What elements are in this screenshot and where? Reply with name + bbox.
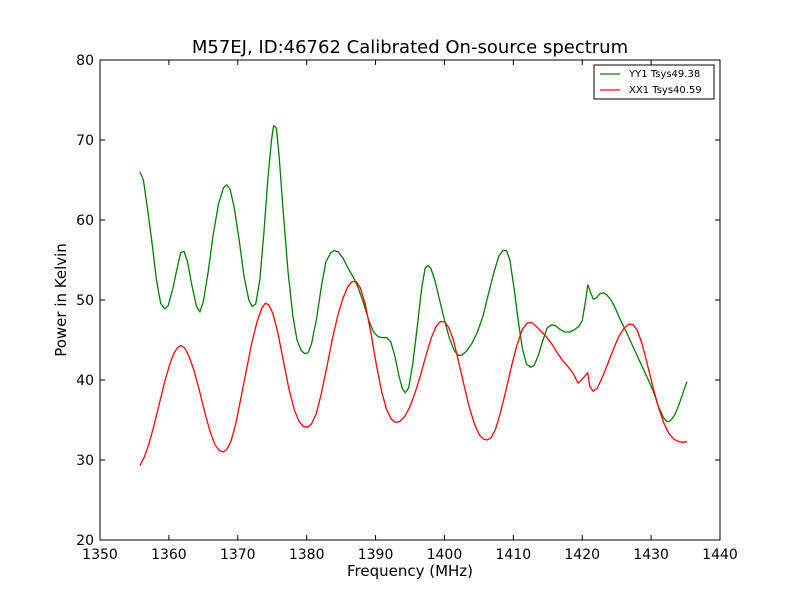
y-tick-label: 40 [76, 373, 94, 389]
series-line-yy1 [139, 124, 688, 423]
y-axis-label: Power in Kelvin [52, 243, 70, 357]
legend-label-yy1: YY1 Tsys49.38 [628, 69, 700, 80]
legend: YY1 Tsys49.38 XX1 Tsys40.59 [593, 64, 715, 100]
chart-title: M57EJ, ID:46762 Calibrated On-source spe… [192, 37, 628, 58]
series-layer [139, 124, 688, 466]
y-tick-label: 50 [76, 293, 94, 309]
x-axis-ticks: 1350 1360 1370 1380 1390 1400 1410 1420 1430 1440 [82, 60, 738, 563]
x-tick-label: 1410 [496, 547, 532, 563]
legend-box [593, 64, 715, 100]
x-tick-label: 1370 [220, 547, 256, 563]
y-tick-label: 60 [76, 213, 94, 229]
y-tick-label: 20 [76, 533, 94, 549]
x-tick-label: 1380 [289, 547, 325, 563]
x-tick-label: 1430 [633, 547, 669, 563]
plot-area [99, 59, 721, 541]
series-line-xx1 [139, 280, 688, 466]
y-axis-ticks: 20 30 40 50 60 70 80 [76, 53, 720, 549]
x-tick-label: 1420 [564, 547, 600, 563]
x-tick-label: 1360 [151, 547, 187, 563]
x-tick-label: 1440 [702, 547, 738, 563]
x-tick-label: 1390 [358, 547, 394, 563]
y-tick-label: 80 [76, 53, 94, 69]
y-tick-label: 30 [76, 453, 94, 469]
y-tick-label: 70 [76, 133, 94, 149]
legend-label-xx1: XX1 Tsys40.59 [629, 85, 702, 96]
x-tick-label: 1350 [82, 547, 118, 563]
x-tick-label: 1400 [427, 547, 463, 563]
x-axis-label: Frequency (MHz) [347, 562, 473, 580]
